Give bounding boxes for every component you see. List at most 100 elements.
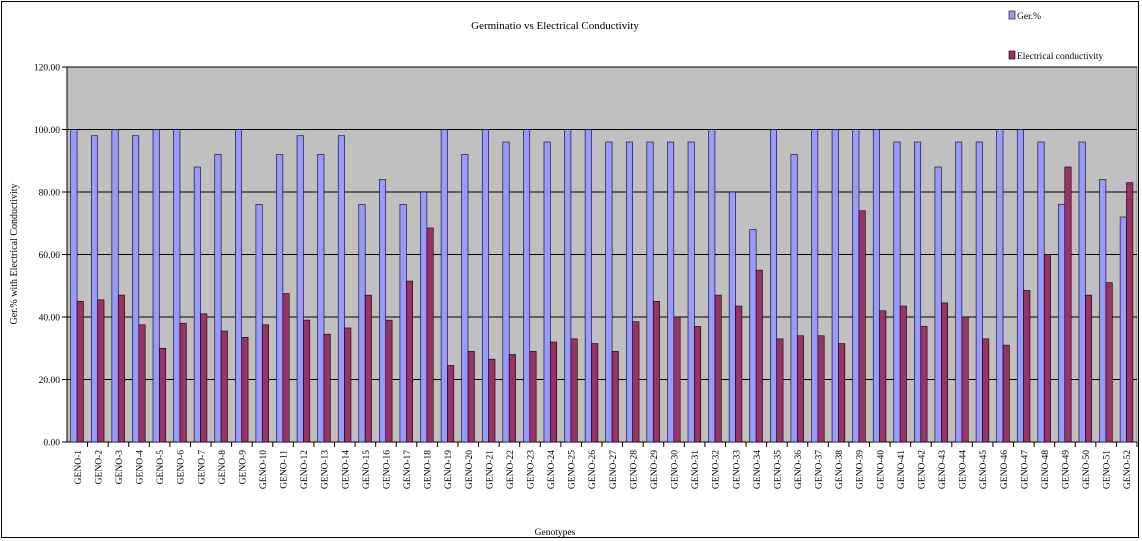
bar-electrical-conductivity (1085, 294, 1093, 443)
x-tick-label: GENO-30 (671, 450, 681, 489)
bar-gerpct (193, 166, 201, 443)
x-tick-label: GENO-24 (547, 450, 557, 489)
bar-electrical-conductivity (735, 305, 743, 443)
bar-electrical-conductivity (879, 310, 887, 443)
x-tick-label: GENO-14 (341, 450, 351, 489)
bar-electrical-conductivity (591, 343, 599, 443)
x-tick-label: GENO-21 (485, 450, 495, 489)
bar-gerpct (90, 135, 98, 443)
x-tick-label: GENO-26 (588, 450, 598, 489)
legend-label-electrical-conductivity: Electrical conductivity (1017, 52, 1104, 62)
bar-gerpct (564, 129, 572, 443)
bar-gerpct (358, 204, 366, 443)
bar-gerpct (955, 141, 963, 443)
bar-gerpct (132, 135, 140, 443)
bar-gerpct (728, 191, 736, 443)
x-tick-label: GENO-16 (382, 450, 392, 489)
x-tick-label: GENO-31 (691, 450, 701, 489)
bar-electrical-conductivity (920, 326, 928, 443)
x-tick-label: GENO-51 (1103, 450, 1113, 489)
x-tick-label: GENO-42 (917, 450, 927, 489)
bar-gerpct (317, 154, 325, 443)
bar-electrical-conductivity (611, 351, 619, 443)
bar-gerpct (667, 141, 675, 443)
bar-electrical-conductivity (447, 365, 455, 443)
bar-gerpct (70, 129, 78, 443)
bar-gerpct (379, 179, 387, 443)
x-tick-label: GENO-34 (753, 450, 763, 489)
x-tick-label: GENO-46 (1000, 450, 1010, 489)
y-tick-label: 100.00 (34, 126, 60, 136)
bar-gerpct (420, 191, 428, 443)
bar-electrical-conductivity (1105, 282, 1113, 443)
bar-gerpct (1037, 141, 1045, 443)
x-tick-label: GENO-15 (362, 450, 372, 489)
x-tick-label: GENO-9 (238, 450, 248, 485)
bar-gerpct (893, 141, 901, 443)
x-tick-label: GENO-7 (197, 450, 207, 485)
x-tick-label: GENO-49 (1061, 450, 1071, 489)
bar-gerpct (687, 141, 695, 443)
bar-electrical-conductivity (899, 305, 907, 443)
bar-electrical-conductivity (776, 338, 784, 443)
x-tick-label: GENO-1 (74, 450, 84, 485)
x-tick-label: GENO-36 (794, 450, 804, 489)
x-tick-label: GENO-45 (979, 450, 989, 489)
bar-gerpct (399, 204, 407, 443)
bar-gerpct (584, 129, 592, 443)
bar-electrical-conductivity (97, 299, 105, 443)
bar-electrical-conductivity (406, 280, 413, 443)
bar-gerpct (173, 129, 181, 443)
x-tick-label: GENO-32 (712, 450, 722, 489)
bar-gerpct (605, 141, 613, 443)
bar-gerpct (214, 154, 222, 443)
bar-gerpct (543, 141, 551, 443)
bar-gerpct (337, 135, 345, 443)
bar-electrical-conductivity (941, 302, 948, 443)
x-tick-label: GENO-22 (506, 450, 516, 489)
bar-electrical-conductivity (303, 319, 311, 443)
x-tick-label: GENO-50 (1082, 450, 1092, 489)
y-tick-label: 60.00 (39, 251, 61, 261)
bar-gerpct (502, 141, 510, 443)
bar-electrical-conductivity (364, 294, 372, 443)
x-tick-label: GENO-10 (259, 450, 269, 489)
x-tick-label: GENO-41 (897, 450, 907, 489)
bar-electrical-conductivity (282, 293, 290, 443)
bar-gerpct (152, 129, 160, 443)
bar-gerpct (914, 141, 922, 443)
bar-gerpct (872, 129, 880, 443)
bar-gerpct (1119, 216, 1127, 443)
bar-electrical-conductivity (76, 301, 84, 443)
x-tick-label: GENO-13 (321, 450, 331, 489)
bar-gerpct (852, 129, 860, 443)
bar-gerpct (625, 141, 633, 443)
bar-electrical-conductivity (1043, 254, 1051, 443)
bar-electrical-conductivity (200, 313, 208, 443)
bar-electrical-conductivity (220, 330, 228, 443)
bar-gerpct (790, 154, 798, 443)
bar-electrical-conductivity (714, 294, 722, 443)
x-tick-label: GENO-40 (876, 450, 886, 489)
bar-gerpct (934, 166, 942, 443)
x-tick-label: GENO-2 (94, 450, 104, 485)
bar-gerpct (276, 154, 284, 443)
bar-electrical-conductivity (1002, 344, 1010, 443)
y-tick-label: 80.00 (39, 189, 61, 199)
bar-electrical-conductivity (838, 343, 846, 443)
x-tick-label: GENO-11 (280, 450, 290, 489)
x-tick-label: GENO-27 (609, 450, 619, 489)
bar-gerpct (831, 129, 839, 443)
bar-electrical-conductivity (652, 301, 660, 443)
x-tick-label: GENO-17 (403, 450, 413, 489)
bar-electrical-conductivity (261, 324, 269, 443)
bar-gerpct (708, 129, 716, 443)
bar-electrical-conductivity (755, 269, 763, 443)
bar-electrical-conductivity (488, 358, 496, 443)
bar-gerpct (296, 135, 304, 443)
x-tick-label: GENO-47 (1020, 450, 1030, 489)
x-tick-label: GENO-39 (856, 450, 866, 489)
y-tick-label: 0.00 (43, 439, 60, 449)
bar-electrical-conductivity (632, 321, 640, 443)
